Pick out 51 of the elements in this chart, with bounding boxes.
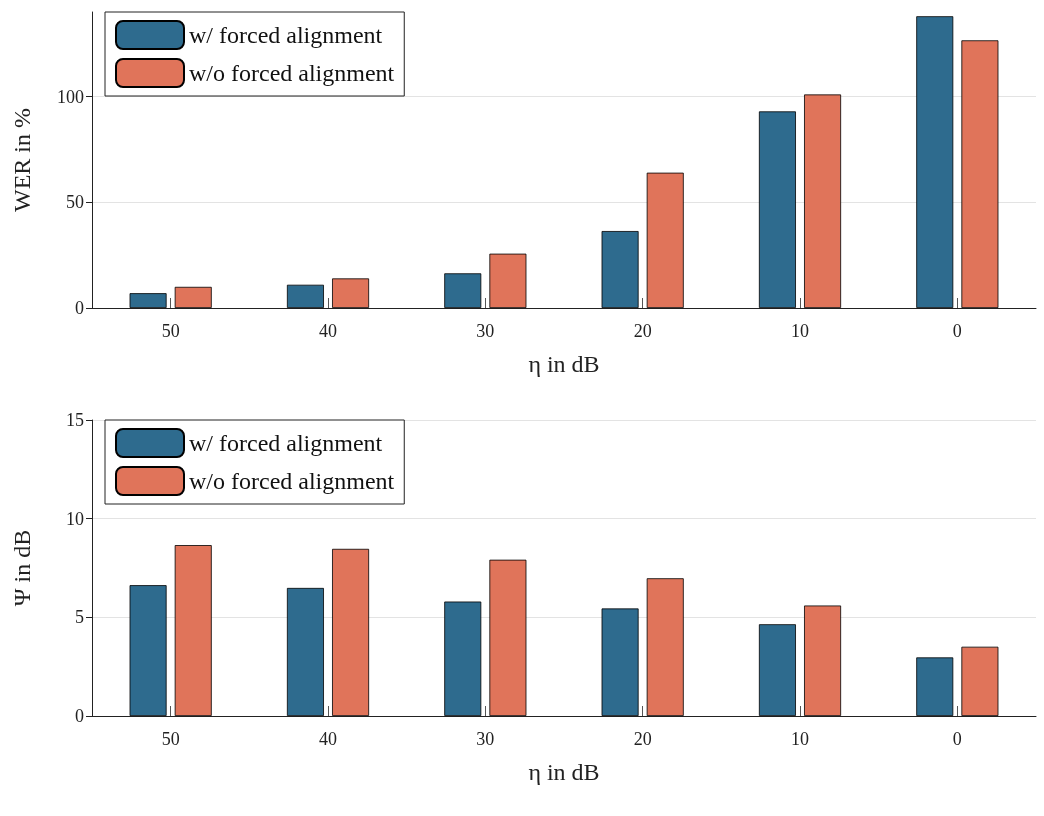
x-tick-label: 40 (319, 729, 337, 749)
bar (804, 605, 842, 716)
x-tick-label: 20 (633, 729, 652, 749)
bar (961, 646, 999, 716)
x-tick-label: 10 (791, 321, 809, 341)
bar (286, 284, 324, 308)
bar (961, 40, 999, 308)
bar (286, 587, 324, 716)
bar (646, 578, 684, 716)
x-axis-title: η in dB (528, 351, 600, 377)
y-tick-label: 10 (66, 508, 84, 529)
legend-label: w/ forced alignment (189, 22, 383, 48)
bar (444, 601, 482, 716)
x-axis-title: η in dB (528, 759, 600, 785)
bar (332, 278, 370, 308)
x-tick-label: 30 (476, 321, 495, 341)
bar (174, 545, 212, 716)
x-tick-label: 40 (319, 321, 337, 341)
bar (758, 624, 796, 716)
y-axis-title: Ψ in dB (9, 529, 35, 607)
bar (489, 253, 527, 308)
bar (332, 548, 370, 716)
y-tick-label: 50 (66, 192, 84, 213)
bar (174, 286, 212, 308)
x-tick-label: 30 (476, 729, 495, 749)
x-tick-label: 0 (952, 321, 962, 341)
bar (916, 657, 954, 716)
y-axis-title: WER in % (9, 108, 35, 212)
y-tick-label: 0 (75, 298, 84, 318)
bar (601, 231, 639, 308)
y-tick-label: 5 (75, 607, 84, 628)
x-tick-label: 50 (161, 729, 180, 749)
bar (916, 16, 954, 308)
legend-label: w/o forced alignment (189, 60, 395, 86)
bar (758, 111, 796, 308)
y-tick-label: 0 (75, 706, 84, 726)
bar (129, 293, 167, 308)
x-tick-label: 0 (952, 729, 962, 749)
bar (601, 608, 639, 716)
bar (804, 94, 842, 308)
legend-label: w/o forced alignment (189, 468, 395, 494)
legend-label: w/ forced alignment (189, 430, 383, 456)
bar (489, 559, 527, 716)
bar (444, 273, 482, 308)
y-tick-label: 15 (66, 410, 84, 430)
x-tick-label: 50 (161, 321, 180, 341)
bar (646, 172, 684, 308)
x-tick-label: 20 (633, 321, 652, 341)
bar (129, 585, 167, 716)
x-tick-label: 10 (791, 729, 809, 749)
y-tick-label: 100 (57, 86, 84, 107)
